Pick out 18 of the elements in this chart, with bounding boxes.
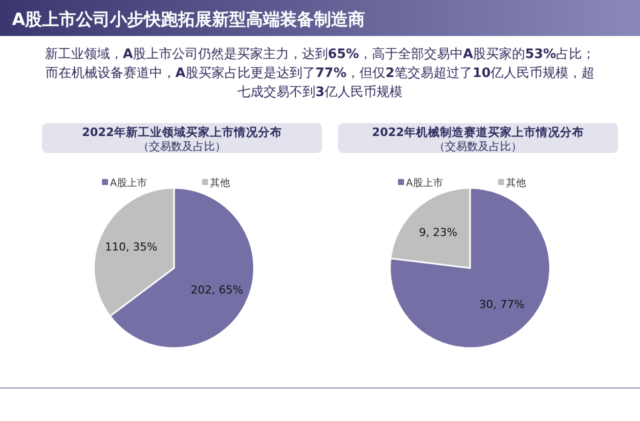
legend-label: A股上市	[406, 177, 443, 189]
legend-label: 其他	[210, 177, 230, 189]
data-label: 110, 35%	[104, 240, 158, 254]
chart-title: 2022年机械制造赛道买家上市情况分布	[372, 125, 584, 139]
data-label: 30, 77%	[479, 298, 525, 311]
chart-subtitle: （交易数及占比）	[434, 140, 522, 153]
legend-label: 其他	[506, 177, 526, 189]
data-label: 9, 23%	[418, 226, 458, 240]
legend-item: 其他	[202, 178, 230, 189]
pie-slice	[389, 187, 551, 349]
chart-subtitle: （交易数及占比）	[138, 140, 226, 153]
legend-item: A股上市	[102, 178, 147, 189]
legend-label: A股上市	[110, 177, 147, 189]
legend-item: 其他	[498, 178, 526, 189]
chart-title: 2022年新工业领域买家上市情况分布	[82, 125, 282, 139]
legend-item: A股上市	[398, 178, 443, 189]
text: A股上市公司小步快跑拓展新型高端装备制造商	[12, 10, 366, 30]
data-label: 202, 65%	[190, 283, 244, 296]
